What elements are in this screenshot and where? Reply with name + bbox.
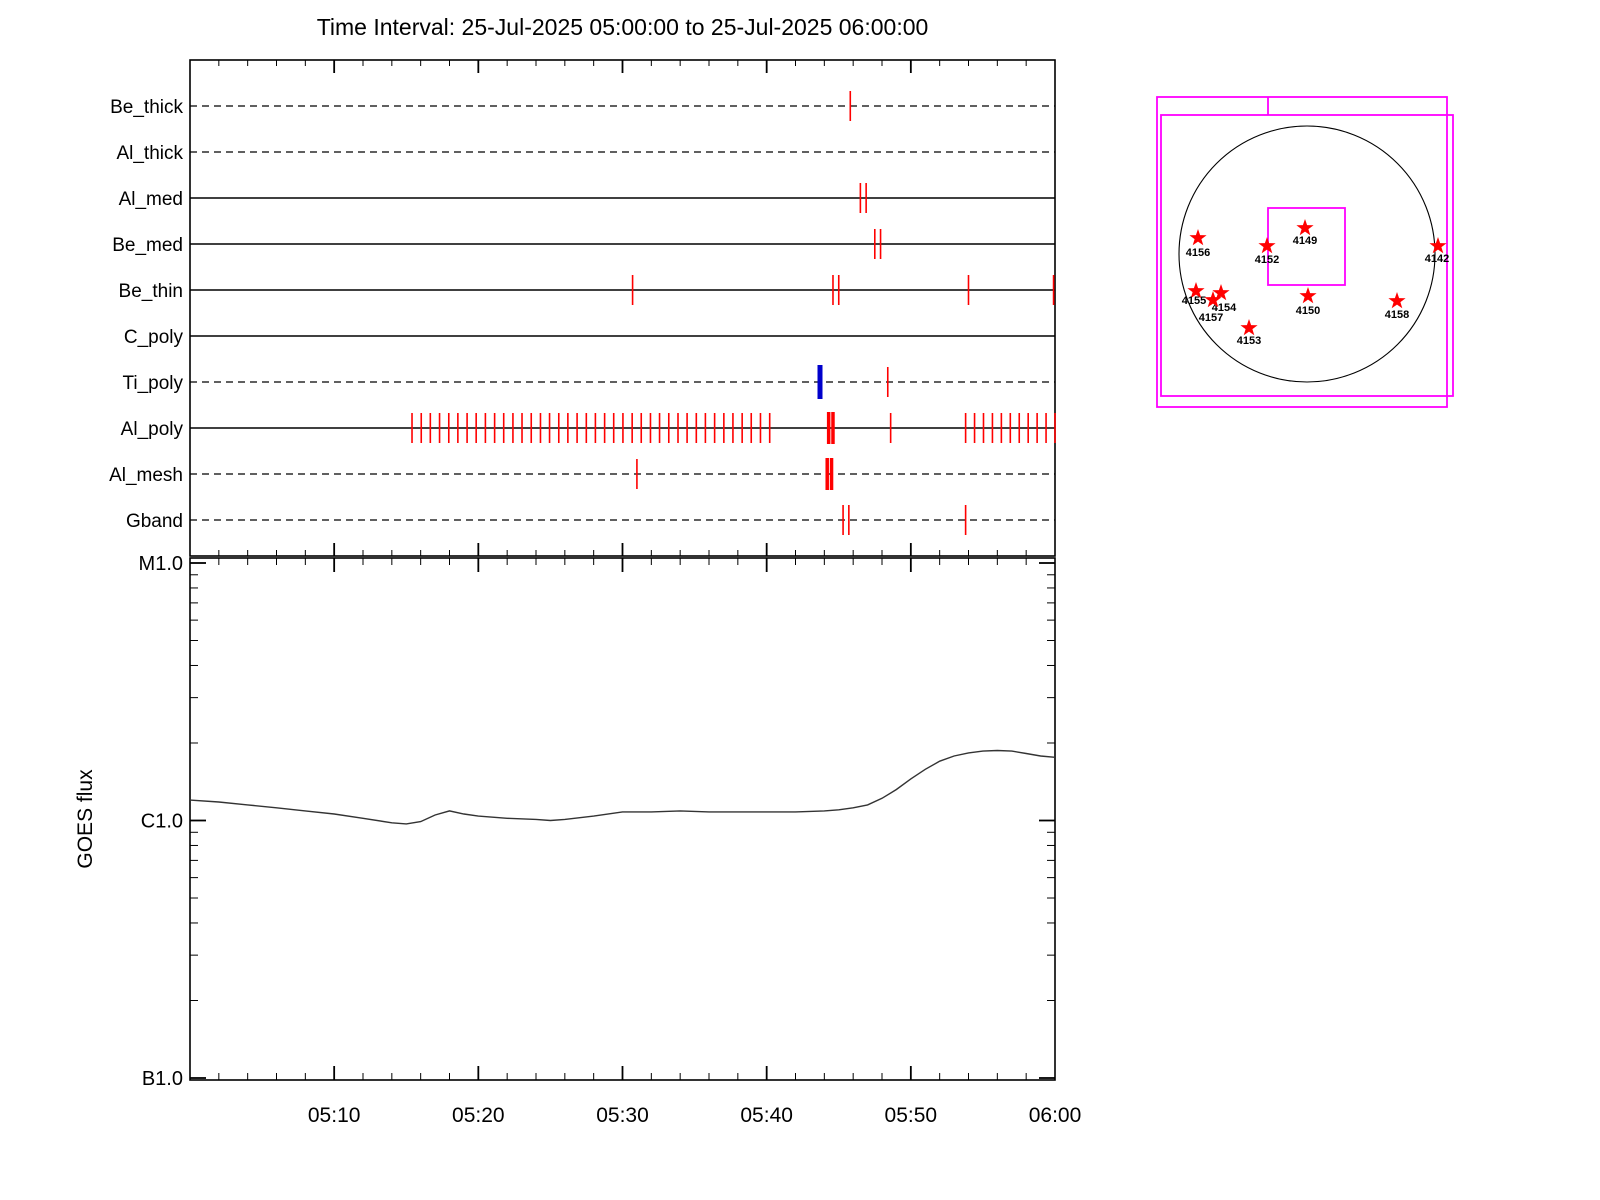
active-region-label-4158: 4158 [1385, 309, 1409, 321]
row-label-Gband: Gband [126, 511, 183, 532]
timeline-panel: Be_thick Al_thick Al_med Be_med Be_thin C_pol… [109, 59, 1056, 557]
goes-xtick: 05:30 [596, 1104, 649, 1127]
active-region-label-4156: 4156 [1186, 247, 1210, 259]
active-region-star-4158 [1388, 292, 1406, 309]
active-region-label-4154: 4154 [1212, 302, 1237, 314]
active-region-label-4152: 4152 [1255, 254, 1279, 266]
goes-ylabel: GOES flux [74, 769, 97, 869]
active-region-label-4153: 4153 [1237, 335, 1261, 347]
active-region-star-4157 [1204, 291, 1222, 308]
active-region-star-4156 [1189, 229, 1207, 246]
active-region-label-4142: 4142 [1425, 253, 1449, 265]
active-region-star-4155 [1187, 282, 1205, 299]
fov-rect [1156, 96, 1448, 408]
goes-ytick-B1.0: B1.0 [142, 1068, 183, 1090]
row-label-Be_thick: Be_thick [110, 97, 183, 118]
row-label-Be_med: Be_med [112, 235, 183, 256]
row-label-Al_med: Al_med [119, 189, 183, 210]
active-region-star-4150 [1299, 287, 1317, 304]
goes-ytick-M1.0: M1.0 [139, 553, 183, 575]
row-label-C_poly: C_poly [124, 327, 184, 348]
goes-ytick-C1.0: C1.0 [141, 811, 183, 833]
row-label-Be_thin: Be_thin [119, 281, 183, 302]
active-region-star-4142 [1429, 237, 1447, 254]
active-region-star-4149 [1296, 219, 1314, 236]
row-label-Al_poly: Al_poly [121, 419, 184, 440]
goes-flux-curve [189, 749, 1056, 825]
row-label-Al_mesh: Al_mesh [109, 465, 183, 486]
chart-title: Time Interval: 25-Jul-2025 05:00:00 to 2… [316, 14, 929, 40]
goes-panel: M1.0 C1.0 B1.0 05:10 05:20 05:30 05:40 05:50 06:… [74, 553, 1081, 1127]
goes-xtick: 05:50 [885, 1104, 938, 1127]
active-region-label-4150: 4150 [1296, 305, 1320, 317]
active-region-label-4149: 4149 [1293, 235, 1317, 247]
active-region-star-4154 [1212, 284, 1230, 301]
solar-limb [1178, 125, 1436, 383]
fov-rect [1160, 114, 1454, 397]
goes-xtick: 05:20 [452, 1104, 505, 1127]
goes-xtick: 05:40 [740, 1104, 793, 1127]
active-region-star-4152 [1258, 237, 1276, 254]
row-label-Al_thick: Al_thick [116, 143, 183, 164]
row-label-Ti_poly: Ti_poly [122, 373, 183, 394]
active-region-label-4157: 4157 [1199, 312, 1223, 324]
goes-xtick: 05:10 [308, 1104, 361, 1127]
active-region-label-4155: 4155 [1182, 295, 1206, 307]
goes-xtick: 06:00 [1029, 1104, 1082, 1127]
active-region-star-4153 [1240, 319, 1258, 336]
